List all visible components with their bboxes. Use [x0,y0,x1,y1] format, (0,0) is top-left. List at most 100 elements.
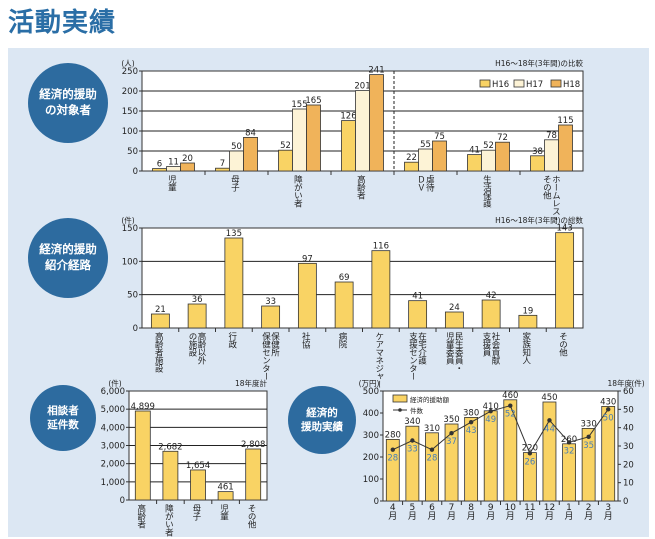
bar-総数 [371,250,391,329]
line-value-label: 44 [544,424,555,434]
bar-value-label: 461 [217,483,233,493]
bar-value-label: 143 [557,224,573,234]
bar-総数 [481,299,501,329]
bar-value-label: 7 [220,159,225,169]
bar-H18 [432,140,447,172]
bar-value-label: 165 [305,96,321,106]
category-label: 在宅介護 支援センター [407,332,427,380]
bar-経済的援助額 [581,427,596,502]
month-label: 10 月 [504,503,516,523]
line-value-label: 32 [564,446,575,456]
bar-経済的援助額 [425,432,439,502]
legend-label: H16 [492,80,509,90]
y-tick-label: 50 [127,147,138,157]
bar-value-label: 97 [302,254,313,264]
legend-label: H17 [526,80,543,90]
bar-H18 [558,124,573,172]
bar-経済的援助額 [464,416,479,502]
bar-総数 [334,281,354,329]
line-point [488,408,493,414]
y-tick-label: 1,000 [101,478,125,488]
bar-H16 [341,120,356,172]
bar-value-label: 72 [497,133,508,143]
y-tick-label: 0 [133,324,138,334]
bar-value-label: 41 [412,292,423,302]
bar-value-label: 2,682 [158,442,182,452]
bar-value-label: 280 [385,430,401,440]
line-point [586,434,591,440]
line-point [527,451,533,456]
line-value-label: 28 [387,454,398,464]
bar-value-label: 21 [155,305,166,315]
chart-subtitle: H16～18年(3年間)の総数 [495,215,583,225]
bar-value-label: 55 [420,140,431,150]
y-tick-label: 5,000 [101,405,125,415]
bar-value-label: 410 [483,402,499,412]
bar-value-label: 350 [443,415,459,425]
bar-value-label: 19 [522,306,533,316]
bar-value-label: 430 [600,397,616,407]
bar-value-label: 22 [406,153,417,163]
bar-H17 [229,150,244,172]
line-point [410,438,415,443]
legend-label: H18 [563,80,580,90]
month-label: 11 月 [524,503,536,523]
bar-value-label: 135 [226,229,242,239]
month-label: 4 月 [388,503,398,523]
y-tick-label: 200 [122,87,138,97]
chart-subtitle: 18年度 [607,378,632,388]
category-label: 民生委員・ 児童委員 [444,332,464,372]
month-label: 9 月 [486,503,496,523]
section-badge-target: 経済的援助 の対象者 [28,63,108,143]
category-label: 家族知人 [520,332,531,364]
category-label: その他 [557,332,568,356]
y2-tick-label: 40 [623,424,634,434]
section-badge-consult: 相談者 延件数 [30,385,96,451]
y-tick-label: 400 [363,409,379,419]
bar-value-label: 116 [373,242,389,252]
bar-総数 [518,314,538,329]
category-label: 児童 [218,504,229,520]
month-label: 8 月 [466,503,476,523]
legend-swatch-H18 [550,79,562,88]
bar-経済的援助額 [444,423,459,502]
bar-H18 [243,136,258,172]
line-value-label: 28 [427,454,438,464]
bar-総数 [297,262,317,329]
category-label: 高齢以外 の施設 [187,332,206,364]
bar-value-label: 460 [502,391,518,401]
bar-H18 [495,141,510,172]
y-tick-label: 100 [122,127,138,137]
bar-value-label: 20 [182,154,193,164]
bar-value-label: 241 [368,66,384,76]
bar-H17 [481,149,496,172]
category-label: 障がい者 [163,504,174,536]
y-tick-label: 0 [374,497,379,507]
y2-tick-label: 60 [623,387,634,397]
y-tick-label: 500 [363,387,379,397]
y-tick-label: 0 [120,496,125,506]
month-label: 2 月 [584,503,594,523]
line-point [508,403,513,408]
category-label: 虐待 ＤＶ [415,175,435,191]
y-tick-label: 4,000 [101,423,125,433]
category-label: 高齢者 [355,175,366,199]
section-badge-results: 経済的 援助実績 [288,386,356,454]
bar-延件数 [162,450,179,501]
bar-value-label: 260 [561,435,577,445]
y-tick-label: 50 [127,291,138,301]
chart-subtitle: H16～18年(3年間)の比較 [495,58,583,68]
bar-総数 [261,305,281,329]
bar-value-label: 310 [424,424,440,434]
bar-経済的援助額 [405,425,420,502]
bar-value-label: 41 [469,146,480,156]
bar-value-label: 69 [339,273,350,283]
y-axis-unit: (件) [121,215,134,225]
y-axis-unit: (人) [121,59,134,68]
line-point [390,447,395,452]
line-point [468,419,474,425]
y-tick-label: 150 [122,224,138,234]
line-point [566,440,572,445]
y2-tick-label: 10 [623,479,634,489]
legend-swatch-H17 [513,79,525,88]
